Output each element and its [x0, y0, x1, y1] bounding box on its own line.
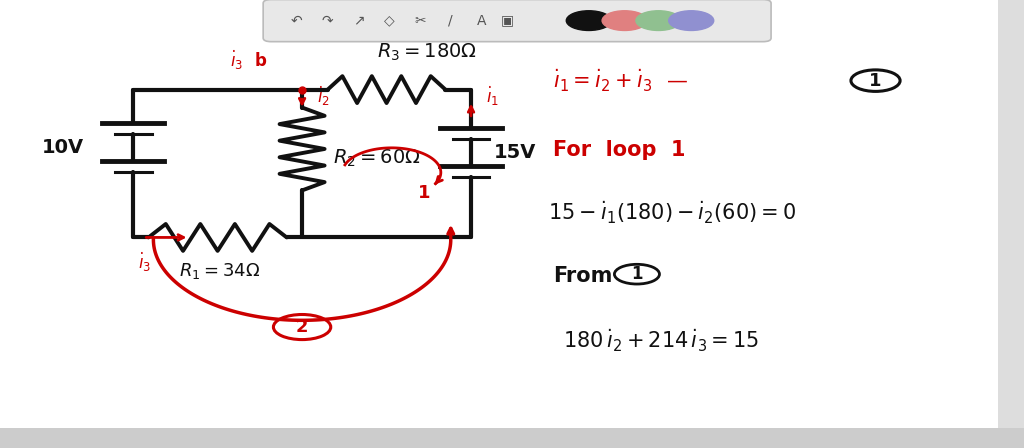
Text: ✂: ✂: [414, 13, 426, 28]
Text: ▣: ▣: [501, 13, 513, 28]
Text: ◇: ◇: [384, 13, 394, 28]
Text: 10V: 10V: [42, 138, 84, 157]
Text: /: /: [449, 13, 453, 28]
Circle shape: [636, 11, 681, 30]
FancyBboxPatch shape: [0, 428, 1024, 448]
Text: $R_2 = 60\Omega$: $R_2 = 60\Omega$: [333, 147, 421, 168]
FancyBboxPatch shape: [998, 0, 1024, 428]
Text: $\dot{\imath}_1 = \dot{\imath}_2 + \dot{\imath}_3$  —: $\dot{\imath}_1 = \dot{\imath}_2 + \dot{…: [553, 68, 688, 94]
Text: 1: 1: [869, 72, 882, 90]
Circle shape: [566, 11, 611, 30]
Text: 2: 2: [296, 318, 308, 336]
Text: $R_3 = 180\Omega$: $R_3 = 180\Omega$: [378, 41, 477, 63]
Text: $\dot{\imath}_1$: $\dot{\imath}_1$: [486, 85, 500, 108]
Text: 1: 1: [631, 265, 643, 283]
Text: $15 - \dot{\imath}_1(180) - \dot{\imath}_2(60) = 0$: $15 - \dot{\imath}_1(180) - \dot{\imath}…: [548, 200, 796, 226]
Text: For  loop  1: For loop 1: [553, 140, 685, 160]
Text: $\dot{\imath}_2$: $\dot{\imath}_2$: [317, 85, 331, 108]
Text: ↶: ↶: [291, 13, 303, 28]
Text: ↷: ↷: [322, 13, 334, 28]
Text: 1: 1: [418, 184, 431, 202]
Text: $\dot{\imath}_3$  b: $\dot{\imath}_3$ b: [230, 48, 268, 72]
Circle shape: [602, 11, 647, 30]
Text: 15V: 15V: [494, 143, 536, 162]
Text: $R_1 = 34\Omega$: $R_1 = 34\Omega$: [179, 261, 260, 281]
Text: $180\,\dot{\imath}_2 + 214\,\dot{\imath}_3 = 15$: $180\,\dot{\imath}_2 + 214\,\dot{\imath}…: [563, 327, 760, 353]
Text: ↗: ↗: [352, 13, 365, 28]
Text: From: From: [553, 266, 612, 285]
FancyBboxPatch shape: [263, 0, 771, 42]
Text: $\dot{\imath}_3$: $\dot{\imath}_3$: [138, 250, 152, 274]
Circle shape: [669, 11, 714, 30]
Text: A: A: [476, 13, 486, 28]
